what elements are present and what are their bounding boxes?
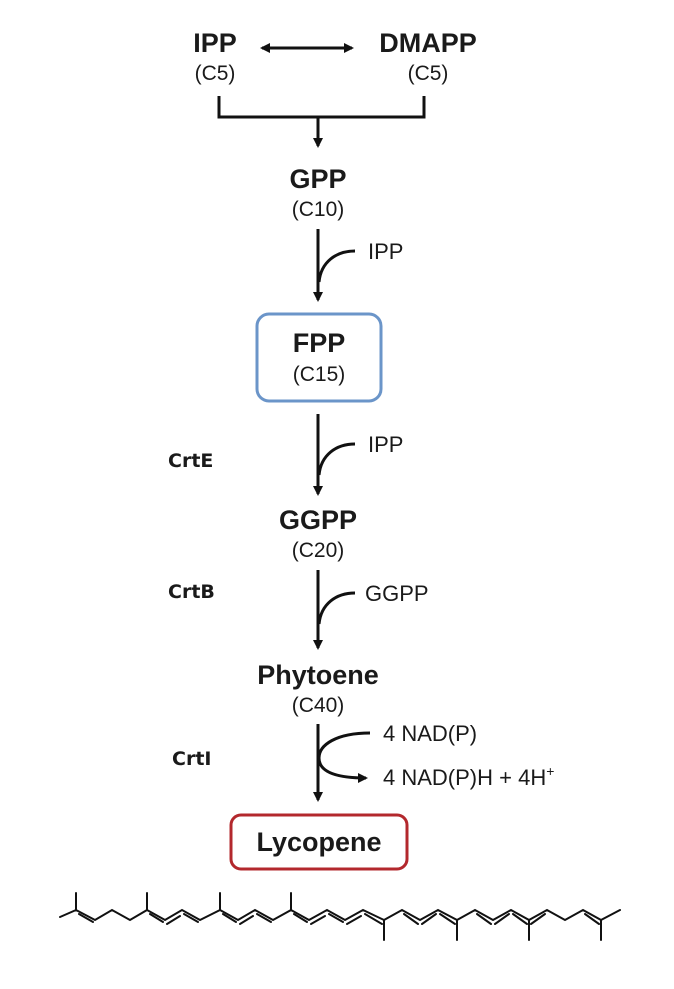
ipp-cosubstrate-1: IPP: [368, 239, 403, 264]
ipp-label: IPP: [193, 28, 237, 58]
dmapp-carbons: (C5): [408, 62, 449, 85]
enzyme-crte: CrtE: [168, 450, 213, 472]
ipp-curve-1: [317, 249, 356, 283]
ggpp-curve: [317, 591, 356, 625]
lycopene-structure: [59, 892, 621, 941]
fpp-carbons: (C15): [293, 363, 346, 386]
ipp-cosubstrate-2: IPP: [368, 432, 403, 457]
enzyme-crtb: CrtB: [168, 581, 215, 603]
combine-bracket: [217, 96, 426, 119]
phytoene-carbons: (C40): [292, 694, 345, 717]
nadph-coproduct: 4 NAD(P)H + 4H+: [383, 763, 554, 790]
lycopene-label: Lycopene: [256, 827, 381, 857]
lycopene-highlight-box: [229, 813, 409, 871]
ipp-curve-2: [317, 442, 356, 476]
nadp-curve: [317, 731, 371, 783]
gpp-label: GPP: [289, 164, 346, 194]
dmapp-label: DMAPP: [379, 28, 477, 58]
fpp-highlight-box: [255, 312, 383, 403]
phytoene-label: Phytoene: [257, 660, 379, 690]
ipp-carbons: (C5): [195, 62, 236, 85]
enzyme-crti: CrtI: [172, 748, 211, 770]
fpp-label: FPP: [293, 328, 346, 358]
ggpp-carbons: (C20): [292, 539, 345, 562]
nadp-cosubstrate: 4 NAD(P): [383, 721, 477, 746]
ggpp-label: GGPP: [279, 505, 357, 535]
gpp-carbons: (C10): [292, 198, 345, 221]
ggpp-cosubstrate: GGPP: [365, 581, 429, 606]
